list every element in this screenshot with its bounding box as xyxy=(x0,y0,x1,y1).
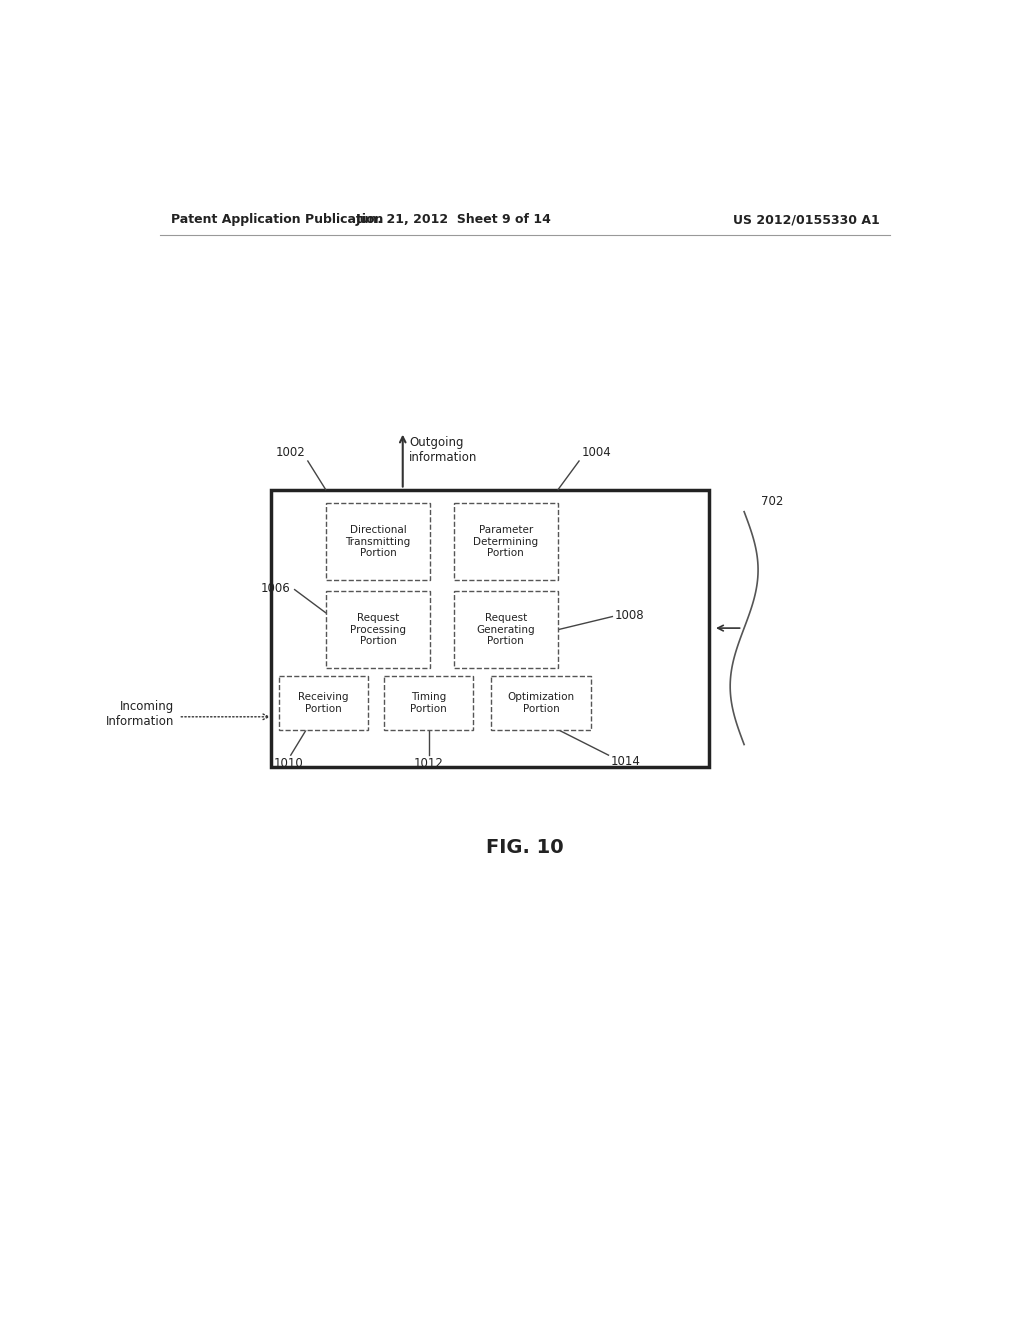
Bar xyxy=(326,503,430,581)
Text: Incoming
Information: Incoming Information xyxy=(106,700,174,727)
Text: 1012: 1012 xyxy=(414,758,443,771)
Text: Directional
Transmitting
Portion: Directional Transmitting Portion xyxy=(345,525,411,558)
Text: 1002: 1002 xyxy=(275,446,305,459)
Text: Request
Processing
Portion: Request Processing Portion xyxy=(350,612,406,647)
Text: 1010: 1010 xyxy=(273,758,303,771)
Text: Optimization
Portion: Optimization Portion xyxy=(508,692,574,714)
Text: Receiving
Portion: Receiving Portion xyxy=(298,692,349,714)
Text: 1014: 1014 xyxy=(611,755,641,768)
Bar xyxy=(384,676,473,730)
Text: US 2012/0155330 A1: US 2012/0155330 A1 xyxy=(733,214,880,227)
Text: 702: 702 xyxy=(761,495,783,508)
Bar xyxy=(280,676,369,730)
Text: Parameter
Determining
Portion: Parameter Determining Portion xyxy=(473,525,539,558)
Text: Outgoing
information: Outgoing information xyxy=(409,436,477,463)
Text: 1008: 1008 xyxy=(614,610,644,622)
Bar xyxy=(454,591,558,668)
Text: Patent Application Publication: Patent Application Publication xyxy=(171,214,383,227)
Bar xyxy=(490,676,592,730)
Text: Request
Generating
Portion: Request Generating Portion xyxy=(476,612,536,647)
Text: Jun. 21, 2012  Sheet 9 of 14: Jun. 21, 2012 Sheet 9 of 14 xyxy=(355,214,552,227)
Bar xyxy=(271,490,710,767)
Text: 1006: 1006 xyxy=(261,582,291,594)
Text: 1004: 1004 xyxy=(582,446,611,459)
Text: FIG. 10: FIG. 10 xyxy=(486,838,563,857)
Bar xyxy=(454,503,558,581)
Bar xyxy=(326,591,430,668)
Text: Timing
Portion: Timing Portion xyxy=(410,692,446,714)
